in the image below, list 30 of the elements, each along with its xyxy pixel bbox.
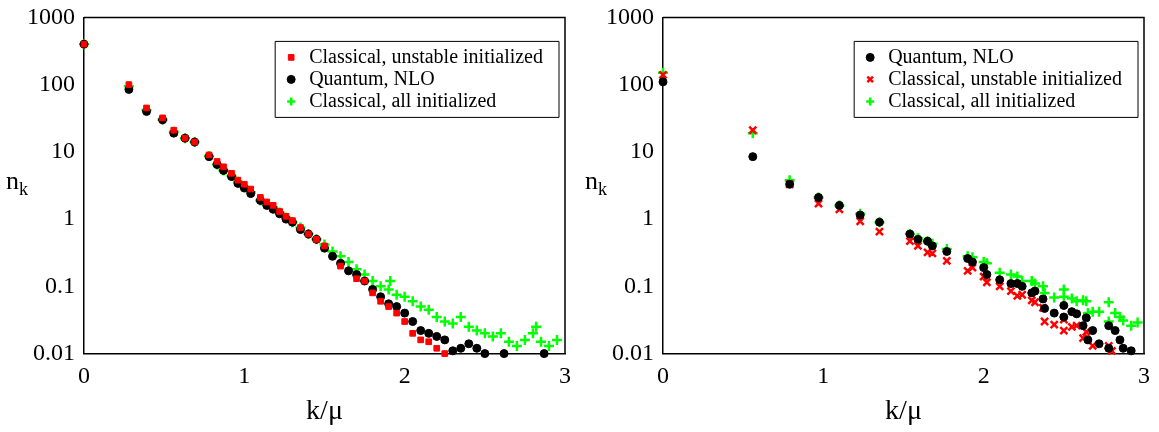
y-tick-label: 10 [630,137,654,164]
y-tick-label: 0.1 [624,271,654,298]
x-tick-label: 3 [559,362,571,389]
x-tick-label: 1 [238,362,251,389]
y-tick-label: 1000 [606,2,654,29]
x-tick-label: 1 [817,362,830,389]
y-tick-label: 10 [51,137,75,164]
y-tick-label: 0.01 [33,338,75,365]
y-axis-title: n$_{k}$ [6,166,28,200]
legend-label: Classical, all initialized [888,88,1076,111]
legend-label: Classical, unstable initialized [309,44,543,67]
x-axis-title: k/μ [885,393,922,425]
y-tick-label: 1 [63,204,75,231]
y-tick-label: 1000 [27,2,75,29]
x-tick-label: 2 [398,362,411,389]
x-tick-label: 0 [657,362,669,389]
x-tick-label: 2 [977,362,990,389]
y-tick-label: 0.01 [612,338,654,365]
x-axis-title: k/μ [306,393,343,425]
x-tick-label: 0 [78,362,90,389]
y-tick-label: 0.1 [45,271,75,298]
y-tick-label: 100 [39,69,75,96]
legend-label: Quantum, NLO [888,44,1014,67]
legend-label: Classical, all initialized [309,88,497,111]
legend-label: Classical, unstable initialized [888,66,1122,89]
y-tick-label: 100 [618,69,654,96]
y-tick-label: 1 [642,204,654,231]
x-tick-label: 3 [1138,362,1150,389]
legend-label: Quantum, NLO [309,66,435,89]
y-axis-title: n$_{k}$ [585,166,607,200]
